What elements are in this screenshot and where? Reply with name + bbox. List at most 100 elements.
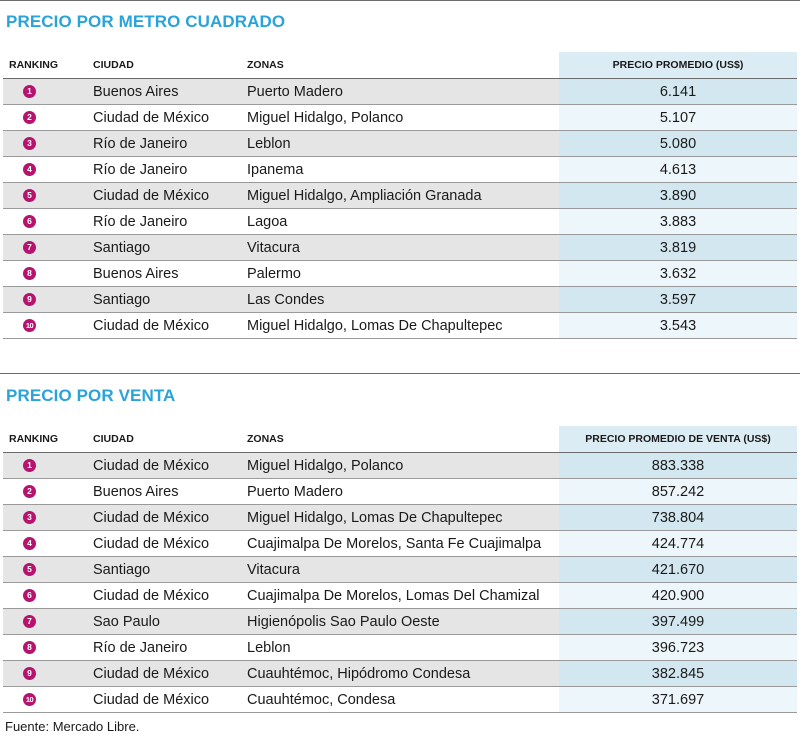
rank-badge: 1 <box>23 459 36 473</box>
section-title: PRECIO POR VENTA <box>6 386 176 405</box>
rank-cell: 4 <box>3 156 87 183</box>
ranking-table: RANKING CIUDAD ZONAS PRECIO PROMEDIO DE … <box>3 426 797 713</box>
rank-badge: 2 <box>23 111 36 125</box>
table-row: 8 Buenos Aires Palermo 3.632 <box>3 260 797 287</box>
table-row: 1 Ciudad de México Miguel Hidalgo, Polanco… <box>3 452 797 479</box>
ranking-table: RANKING CIUDAD ZONAS PRECIO PROMEDIO (US… <box>3 52 797 339</box>
rank-cell: 6 <box>3 582 87 609</box>
rank-badge: 6 <box>23 215 36 229</box>
table-row: 7 Santiago Vitacura 3.819 <box>3 234 797 261</box>
table-row: 6 Río de Janeiro Lagoa 3.883 <box>3 208 797 235</box>
rank-cell: 2 <box>3 478 87 505</box>
city-cell: Ciudad de México <box>87 686 241 713</box>
rank-badge: 8 <box>23 641 36 655</box>
rank-badge: 6 <box>23 589 36 603</box>
table-row: 3 Ciudad de México Miguel Hidalgo, Lomas D… <box>3 504 797 531</box>
price-cell: 6.141 <box>559 78 797 105</box>
zone-cell: Miguel Hidalgo, Polanco <box>241 452 559 479</box>
zone-cell: Vitacura <box>241 234 559 261</box>
zone-cell: Puerto Madero <box>241 478 559 505</box>
city-cell: Sao Paulo <box>87 608 241 635</box>
table-row: 2 Buenos Aires Puerto Madero 857.242 <box>3 478 797 505</box>
rank-cell: 8 <box>3 634 87 661</box>
rank-badge: 10 <box>23 693 36 707</box>
price-cell: 738.804 <box>559 504 797 531</box>
rank-cell: 6 <box>3 208 87 235</box>
price-cell: 5.107 <box>559 104 797 131</box>
price-cell: 3.632 <box>559 260 797 287</box>
rank-badge: 3 <box>23 137 36 151</box>
city-cell: Ciudad de México <box>87 582 241 609</box>
zone-cell: Ipanema <box>241 156 559 183</box>
rank-badge: 7 <box>23 241 36 255</box>
city-cell: Buenos Aires <box>87 78 241 105</box>
rank-badge: 10 <box>23 319 36 333</box>
header-ranking: RANKING <box>3 52 87 79</box>
city-cell: Santiago <box>87 286 241 313</box>
rank-badge: 9 <box>23 293 36 307</box>
price-cell: 3.883 <box>559 208 797 235</box>
rank-cell: 8 <box>3 260 87 287</box>
city-cell: Ciudad de México <box>87 504 241 531</box>
table-row: 10 Ciudad de México Cuauhtémoc, Condesa 371… <box>3 686 797 713</box>
city-cell: Ciudad de México <box>87 104 241 131</box>
zone-cell: Puerto Madero <box>241 78 559 105</box>
rank-cell: 10 <box>3 686 87 713</box>
zone-cell: Cuauhtémoc, Condesa <box>241 686 559 713</box>
rank-cell: 7 <box>3 234 87 261</box>
table-row: 5 Ciudad de México Miguel Hidalgo, Ampliac… <box>3 182 797 209</box>
zone-cell: Las Condes <box>241 286 559 313</box>
price-cell: 5.080 <box>559 130 797 157</box>
zone-cell: Lagoa <box>241 208 559 235</box>
zone-cell: Palermo <box>241 260 559 287</box>
price-cell: 857.242 <box>559 478 797 505</box>
table-row: 8 Río de Janeiro Leblon 396.723 <box>3 634 797 661</box>
city-cell: Ciudad de México <box>87 182 241 209</box>
header-price: PRECIO PROMEDIO (US$) <box>559 52 797 79</box>
price-cell: 424.774 <box>559 530 797 557</box>
rank-cell: 1 <box>3 452 87 479</box>
section-title: PRECIO POR METRO CUADRADO <box>6 12 286 31</box>
rank-badge: 8 <box>23 267 36 281</box>
price-cell: 382.845 <box>559 660 797 687</box>
city-cell: Santiago <box>87 556 241 583</box>
table-row: 4 Ciudad de México Cuajimalpa De Morelos, … <box>3 530 797 557</box>
price-cell: 3.819 <box>559 234 797 261</box>
section-divider <box>0 373 800 374</box>
price-cell: 4.613 <box>559 156 797 183</box>
table-row: 7 Sao Paulo Higienópolis Sao Paulo Oeste 39… <box>3 608 797 635</box>
table-body: 1 Ciudad de México Miguel Hidalgo, Polanco… <box>3 452 797 713</box>
price-cell: 3.890 <box>559 182 797 209</box>
rank-badge: 4 <box>23 163 36 177</box>
table-row: 9 Santiago Las Condes 3.597 <box>3 286 797 313</box>
section-price-per-sale: PRECIO POR VENTA RANKING CIUDAD ZONAS PR… <box>0 373 800 713</box>
price-cell: 421.670 <box>559 556 797 583</box>
header-city: CIUDAD <box>87 52 241 79</box>
rank-cell: 9 <box>3 660 87 687</box>
top-divider <box>0 0 800 1</box>
city-cell: Buenos Aires <box>87 478 241 505</box>
zone-cell: Cuauhtémoc, Hipódromo Condesa <box>241 660 559 687</box>
price-cell: 3.543 <box>559 312 797 339</box>
header-zone: ZONAS <box>241 426 559 453</box>
zone-cell: Miguel Hidalgo, Polanco <box>241 104 559 131</box>
price-cell: 420.900 <box>559 582 797 609</box>
city-cell: Ciudad de México <box>87 660 241 687</box>
rank-cell: 10 <box>3 312 87 339</box>
rank-cell: 4 <box>3 530 87 557</box>
city-cell: Río de Janeiro <box>87 130 241 157</box>
city-cell: Ciudad de México <box>87 312 241 339</box>
rank-cell: 5 <box>3 182 87 209</box>
city-cell: Río de Janeiro <box>87 208 241 235</box>
zone-cell: Vitacura <box>241 556 559 583</box>
table-row: 3 Río de Janeiro Leblon 5.080 <box>3 130 797 157</box>
rank-cell: 9 <box>3 286 87 313</box>
table-row: 6 Ciudad de México Cuajimalpa De Morelos, … <box>3 582 797 609</box>
rank-badge: 4 <box>23 537 36 551</box>
rank-badge: 3 <box>23 511 36 525</box>
rank-cell: 5 <box>3 556 87 583</box>
table-row: 5 Santiago Vitacura 421.670 <box>3 556 797 583</box>
price-cell: 396.723 <box>559 634 797 661</box>
table-body: 1 Buenos Aires Puerto Madero 6.141 2 Ciudad d… <box>3 78 797 339</box>
city-cell: Río de Janeiro <box>87 634 241 661</box>
